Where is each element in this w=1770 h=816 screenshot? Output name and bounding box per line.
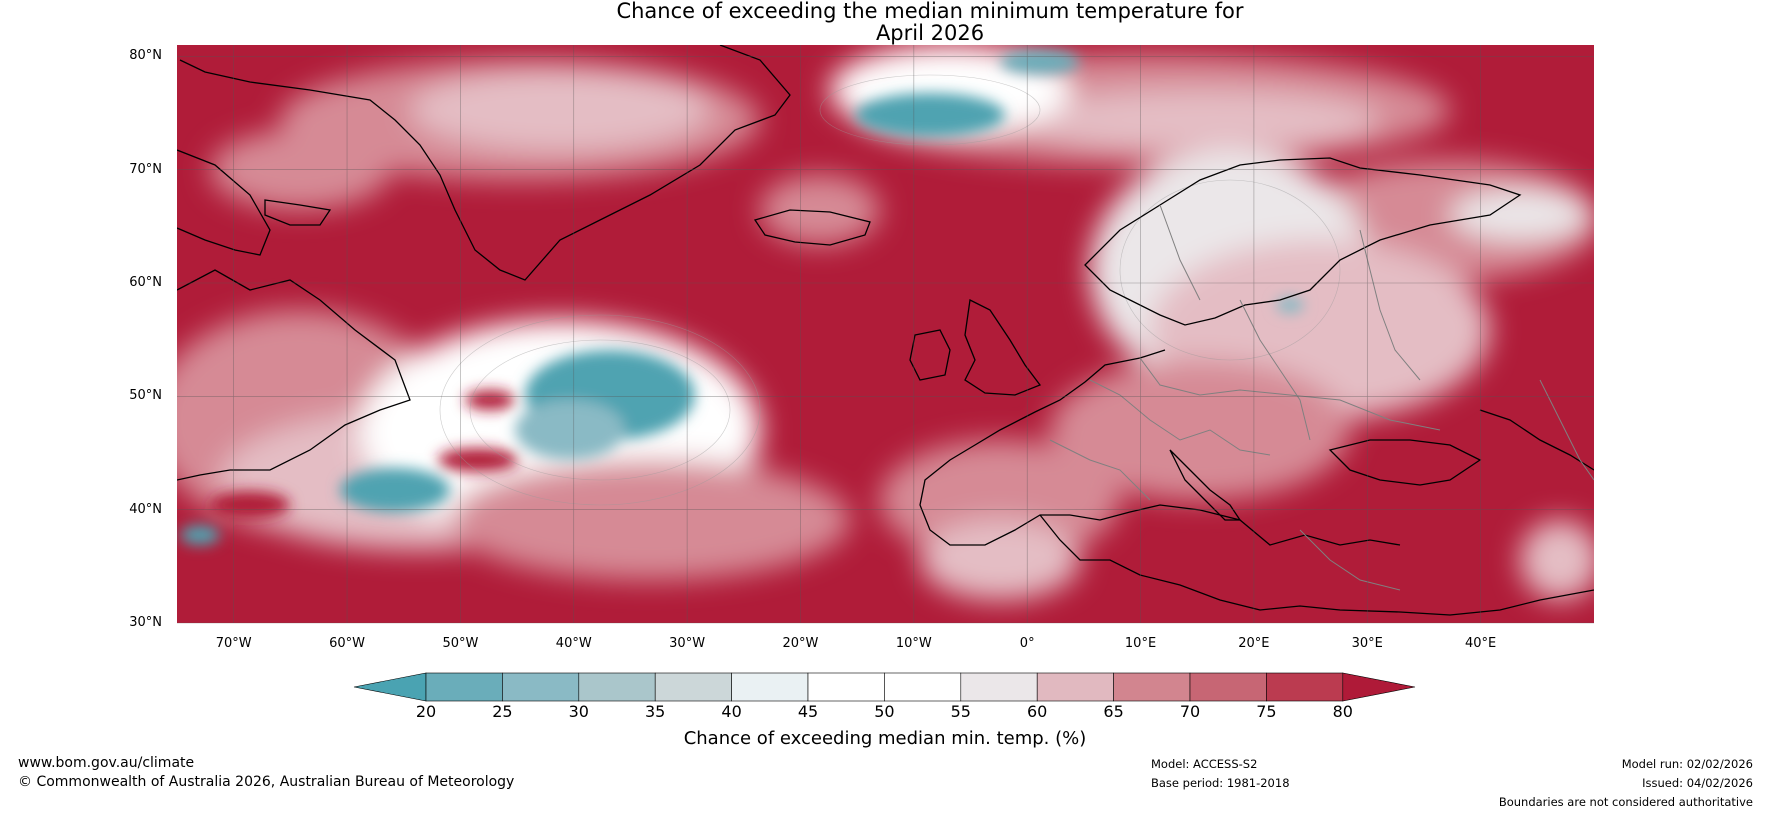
colorbar-segment <box>1189 672 1267 702</box>
colorbar-tick-label: 35 <box>645 702 666 721</box>
colorbar-segment <box>1266 672 1344 702</box>
lon-tick-label: 50°W <box>442 636 479 651</box>
colorbar <box>353 672 1416 702</box>
footer-model-run: Model run: 02/02/2026 <box>1621 757 1753 771</box>
colorbar-tick-label: 50 <box>874 702 895 721</box>
lat-tick-label: 50°N <box>129 388 162 404</box>
colorbar-tick-label: 65 <box>1103 702 1124 721</box>
colorbar-tick-label: 30 <box>568 702 589 721</box>
lat-tick-label: 80°N <box>129 48 162 64</box>
colorbar-segment <box>1113 672 1191 702</box>
colorbar-segment <box>654 672 732 702</box>
lon-tick-label: 60°W <box>329 636 365 651</box>
colorbar-tick-label: 80 <box>1332 702 1353 721</box>
colorbar-tick-label: 40 <box>721 702 742 721</box>
lon-tick-label: 30°W <box>669 636 706 651</box>
title-line-2: April 2026 <box>875 21 985 45</box>
country-boundaries <box>1049 204 1594 591</box>
graticule <box>177 45 1594 624</box>
colorbar-segment <box>884 672 962 702</box>
lon-tick-label: 40°W <box>555 636 592 651</box>
colorbar-tick-label: 70 <box>1179 702 1201 721</box>
lat-tick-label: 60°N <box>129 275 162 290</box>
colorbar-caption: Chance of exceeding median min. temp. (%… <box>683 728 1087 749</box>
colorbar-segment <box>1036 672 1114 702</box>
colorbar-segment <box>960 672 1038 702</box>
lon-tick-label: 30°E <box>1351 636 1383 651</box>
lon-tick-label: 10°W <box>895 636 932 651</box>
lon-tick-label: 20°W <box>782 636 819 651</box>
lat-tick-label: 30°N <box>129 615 162 630</box>
colorbar-segment <box>807 672 885 702</box>
coastlines <box>177 45 1594 616</box>
footer-issued: Issued: 04/02/2026 <box>1642 776 1753 790</box>
lat-tick-label: 40°N <box>129 501 162 517</box>
footer-disclaimer: Boundaries are not considered authoritat… <box>1498 795 1753 809</box>
colorbar-segment <box>578 672 656 702</box>
lon-tick-label: 20°E <box>1238 636 1270 651</box>
colorbar-tick-label: 25 <box>492 702 513 721</box>
lon-tick-label: 0° <box>1019 636 1035 651</box>
lat-tick-label: 70°N <box>129 161 162 177</box>
colorbar-tick-label: 45 <box>797 702 819 721</box>
title-line-1: Chance of exceeding the median minimum t… <box>616 0 1244 23</box>
lon-tick-label: 40°E <box>1464 636 1497 651</box>
colorbar-tick-label: 55 <box>950 702 971 721</box>
colorbar-tick-label: 75 <box>1256 702 1277 721</box>
colorbar-extend-low <box>353 672 427 702</box>
footer-url[interactable]: www.bom.gov.au/climate <box>18 755 195 771</box>
colorbar-extend-high <box>1342 672 1416 702</box>
colorbar-tick-label: 20 <box>415 702 437 721</box>
probability-field <box>177 45 1594 623</box>
lon-tick-label: 10°E <box>1124 636 1157 651</box>
footer-base-period: Base period: 1981-2018 <box>1151 776 1290 790</box>
colorbar-segment <box>425 672 503 702</box>
footer-copyright: © Commonwealth of Australia 2026, Austra… <box>18 774 515 790</box>
colorbar-segment <box>731 672 809 702</box>
colorbar-tick-label: 60 <box>1027 702 1048 721</box>
lon-tick-label: 70°W <box>215 636 252 651</box>
footer-model: Model: ACCESS-S2 <box>1151 757 1258 771</box>
colorbar-segment <box>502 672 580 702</box>
